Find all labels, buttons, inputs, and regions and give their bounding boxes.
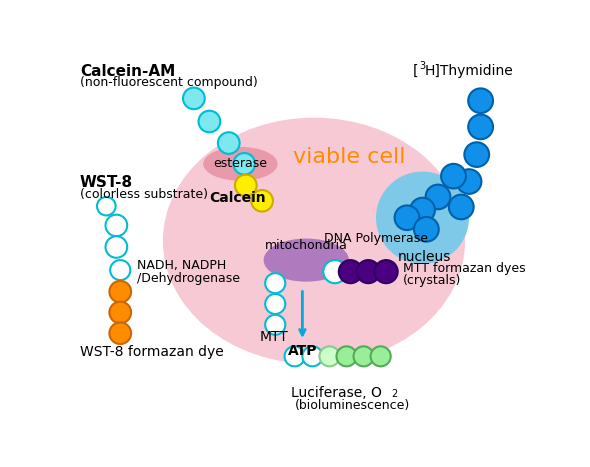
Circle shape bbox=[414, 217, 439, 241]
Circle shape bbox=[464, 142, 489, 167]
Text: (bioluminescence): (bioluminescence) bbox=[295, 399, 411, 412]
Text: (colorless substrate): (colorless substrate) bbox=[80, 189, 208, 201]
Circle shape bbox=[468, 88, 493, 113]
Circle shape bbox=[449, 195, 474, 219]
Text: [: [ bbox=[412, 64, 418, 78]
Circle shape bbox=[425, 184, 450, 209]
Text: Luciferase, O: Luciferase, O bbox=[291, 386, 382, 400]
Circle shape bbox=[284, 347, 304, 366]
Circle shape bbox=[109, 322, 131, 344]
Circle shape bbox=[265, 273, 286, 293]
Circle shape bbox=[234, 153, 255, 175]
Text: esterase: esterase bbox=[214, 157, 267, 170]
Text: 2: 2 bbox=[392, 389, 398, 399]
Circle shape bbox=[265, 315, 286, 335]
Circle shape bbox=[109, 302, 131, 323]
Circle shape bbox=[109, 281, 131, 303]
Circle shape bbox=[251, 190, 273, 212]
Circle shape bbox=[303, 347, 323, 366]
Circle shape bbox=[198, 111, 220, 132]
Text: nucleus: nucleus bbox=[397, 250, 451, 264]
Text: /Dehydrogenase: /Dehydrogenase bbox=[137, 272, 240, 285]
Circle shape bbox=[457, 169, 481, 194]
Text: MTT formazan dyes: MTT formazan dyes bbox=[403, 262, 526, 276]
Circle shape bbox=[376, 171, 469, 264]
Text: WST-8: WST-8 bbox=[80, 176, 133, 191]
Text: (non-fluorescent compound): (non-fluorescent compound) bbox=[80, 76, 258, 89]
Circle shape bbox=[106, 215, 127, 236]
Circle shape bbox=[97, 197, 116, 215]
Text: ATP: ATP bbox=[288, 344, 317, 358]
Text: WST-8 formazan dye: WST-8 formazan dye bbox=[80, 345, 224, 359]
Circle shape bbox=[319, 347, 340, 366]
Circle shape bbox=[395, 205, 419, 230]
Ellipse shape bbox=[203, 147, 277, 181]
Circle shape bbox=[106, 236, 127, 258]
Circle shape bbox=[410, 198, 435, 222]
Text: (crystals): (crystals) bbox=[403, 274, 461, 287]
Circle shape bbox=[265, 294, 286, 314]
Circle shape bbox=[323, 260, 346, 283]
Circle shape bbox=[235, 175, 257, 196]
Text: DNA Polymerase: DNA Polymerase bbox=[324, 232, 428, 245]
Circle shape bbox=[441, 164, 466, 189]
Text: H]Thymidine: H]Thymidine bbox=[425, 64, 513, 78]
Circle shape bbox=[356, 260, 380, 283]
Text: mitochondria: mitochondria bbox=[265, 239, 348, 252]
Circle shape bbox=[468, 114, 493, 139]
Circle shape bbox=[183, 88, 205, 109]
Text: Calcein-AM: Calcein-AM bbox=[80, 64, 175, 79]
Text: MTT: MTT bbox=[260, 330, 288, 344]
Circle shape bbox=[353, 347, 373, 366]
Text: Calcein: Calcein bbox=[209, 191, 266, 205]
Text: 3: 3 bbox=[419, 61, 425, 71]
Text: viable cell: viable cell bbox=[293, 147, 405, 167]
Circle shape bbox=[375, 260, 398, 283]
Circle shape bbox=[336, 347, 356, 366]
Circle shape bbox=[371, 347, 391, 366]
Text: NADH, NADPH: NADH, NADPH bbox=[137, 259, 227, 272]
Circle shape bbox=[218, 132, 240, 154]
Ellipse shape bbox=[163, 118, 465, 364]
Ellipse shape bbox=[264, 239, 349, 282]
Circle shape bbox=[339, 260, 362, 283]
Circle shape bbox=[110, 260, 130, 280]
